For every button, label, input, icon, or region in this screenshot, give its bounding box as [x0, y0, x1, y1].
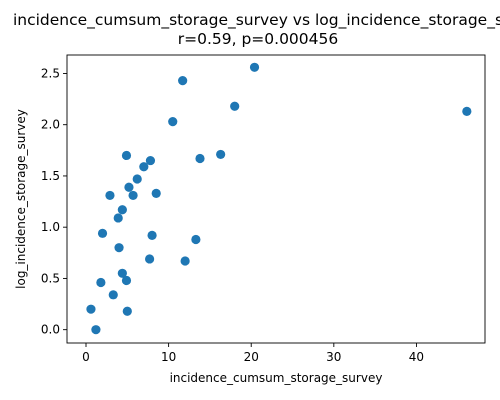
x-tick-label: 40 [409, 350, 424, 364]
data-point [122, 306, 132, 316]
y-tick-label: 0.0 [41, 323, 60, 337]
data-point [86, 304, 96, 314]
data-point [145, 254, 155, 264]
y-tick-label: 1.5 [41, 169, 60, 183]
data-point [195, 153, 205, 164]
data-point [178, 76, 188, 86]
axis-ticks: 0 10 20 30 40 0.0 0.5 1.0 1.5 2.0 2.5 [41, 66, 424, 364]
data-point [191, 234, 201, 245]
y-tick-label: 2.5 [41, 66, 60, 80]
data-point [132, 174, 142, 184]
data-point [117, 268, 127, 278]
chart-title: incidence_cumsum_storage_survey vs log_i… [13, 11, 500, 30]
x-axis-label: incidence_cumsum_storage_survey [170, 371, 383, 385]
data-point [114, 243, 124, 253]
data-point [128, 190, 138, 201]
x-tick-label: 30 [326, 350, 341, 364]
data-point [180, 256, 190, 266]
data-point [121, 150, 132, 161]
data-point [96, 277, 106, 288]
data-point [124, 182, 134, 192]
x-tick-label: 10 [161, 350, 176, 364]
y-tick-label: 0.5 [41, 271, 60, 285]
y-tick-label: 1.0 [41, 220, 60, 234]
data-point [117, 205, 127, 215]
data-point [121, 275, 132, 286]
data-point [230, 101, 240, 111]
data-point [216, 149, 226, 160]
data-point [462, 106, 472, 116]
data-point [249, 62, 260, 72]
data-point [91, 325, 101, 335]
data-points [86, 62, 472, 335]
data-point [168, 117, 178, 127]
y-tick-label: 2.0 [41, 118, 60, 132]
data-point [113, 213, 123, 223]
data-point [97, 228, 108, 238]
data-point [145, 155, 156, 166]
x-tick-label: 20 [244, 350, 259, 364]
data-point [151, 188, 161, 198]
data-point [147, 230, 157, 240]
data-point [105, 190, 115, 201]
y-axis-label: log_incidence_storage_survey [14, 109, 28, 289]
chart-subtitle: r=0.59, p=0.000456 [178, 30, 339, 48]
plot-frame [66, 54, 486, 344]
data-point [108, 290, 118, 300]
data-point [139, 162, 149, 172]
x-tick-label: 0 [82, 350, 90, 364]
